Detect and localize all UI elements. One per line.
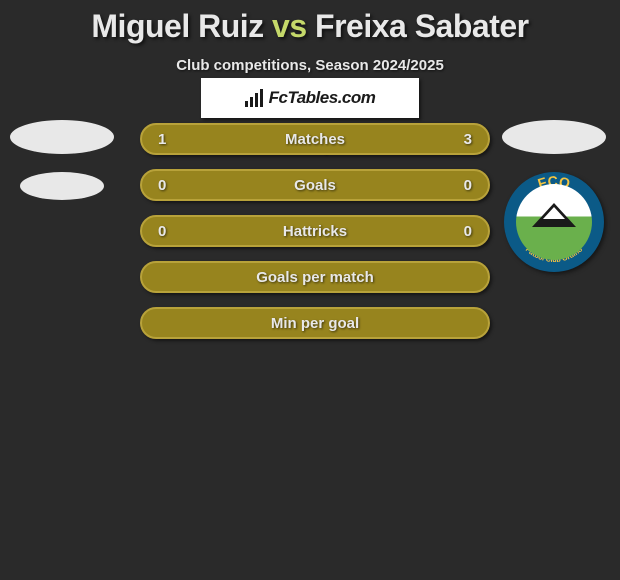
stat-value-right: 0 xyxy=(454,177,472,194)
stat-bar: 0 Goals 0 xyxy=(140,169,490,201)
stat-label: Goals per match xyxy=(256,269,374,286)
brand-box[interactable]: FcTables.com xyxy=(201,78,419,118)
vs-word: vs xyxy=(272,8,307,44)
comparison-title: Miguel Ruiz vs Freixa Sabater xyxy=(0,0,620,45)
left-badges xyxy=(8,120,116,218)
player-badge-ellipse xyxy=(20,172,104,200)
brand-text: FcTables.com xyxy=(269,88,376,108)
stat-label: Min per goal xyxy=(271,315,359,332)
stat-value-left: 0 xyxy=(158,223,176,240)
subtitle: Club competitions, Season 2024/2025 xyxy=(0,57,620,74)
player1-name: Miguel Ruiz xyxy=(91,8,263,44)
chart-bars-icon xyxy=(245,89,263,107)
stat-value-right: 0 xyxy=(454,223,472,240)
stat-value-left: 0 xyxy=(158,177,176,194)
club-badge: FCO Futbol Club Ordino xyxy=(504,172,604,272)
stat-value-right: 3 xyxy=(454,131,472,148)
player-badge-ellipse xyxy=(502,120,606,154)
player-badge-ellipse xyxy=(10,120,114,154)
stat-bar: 0 Hattricks 0 xyxy=(140,215,490,247)
right-badges: FCO Futbol Club Ordino xyxy=(500,120,608,272)
stat-bar: 1 Matches 3 xyxy=(140,123,490,155)
player2-name: Freixa Sabater xyxy=(315,8,529,44)
stat-label: Matches xyxy=(285,131,345,148)
stats-container: 1 Matches 3 0 Goals 0 0 Hattricks 0 Goals per mat… xyxy=(140,123,490,353)
stat-bar: Min per goal xyxy=(140,307,490,339)
stat-bar: Goals per match xyxy=(140,261,490,293)
stat-label: Hattricks xyxy=(283,223,347,240)
stat-value-left: 1 xyxy=(158,131,176,148)
stat-label: Goals xyxy=(294,177,336,194)
